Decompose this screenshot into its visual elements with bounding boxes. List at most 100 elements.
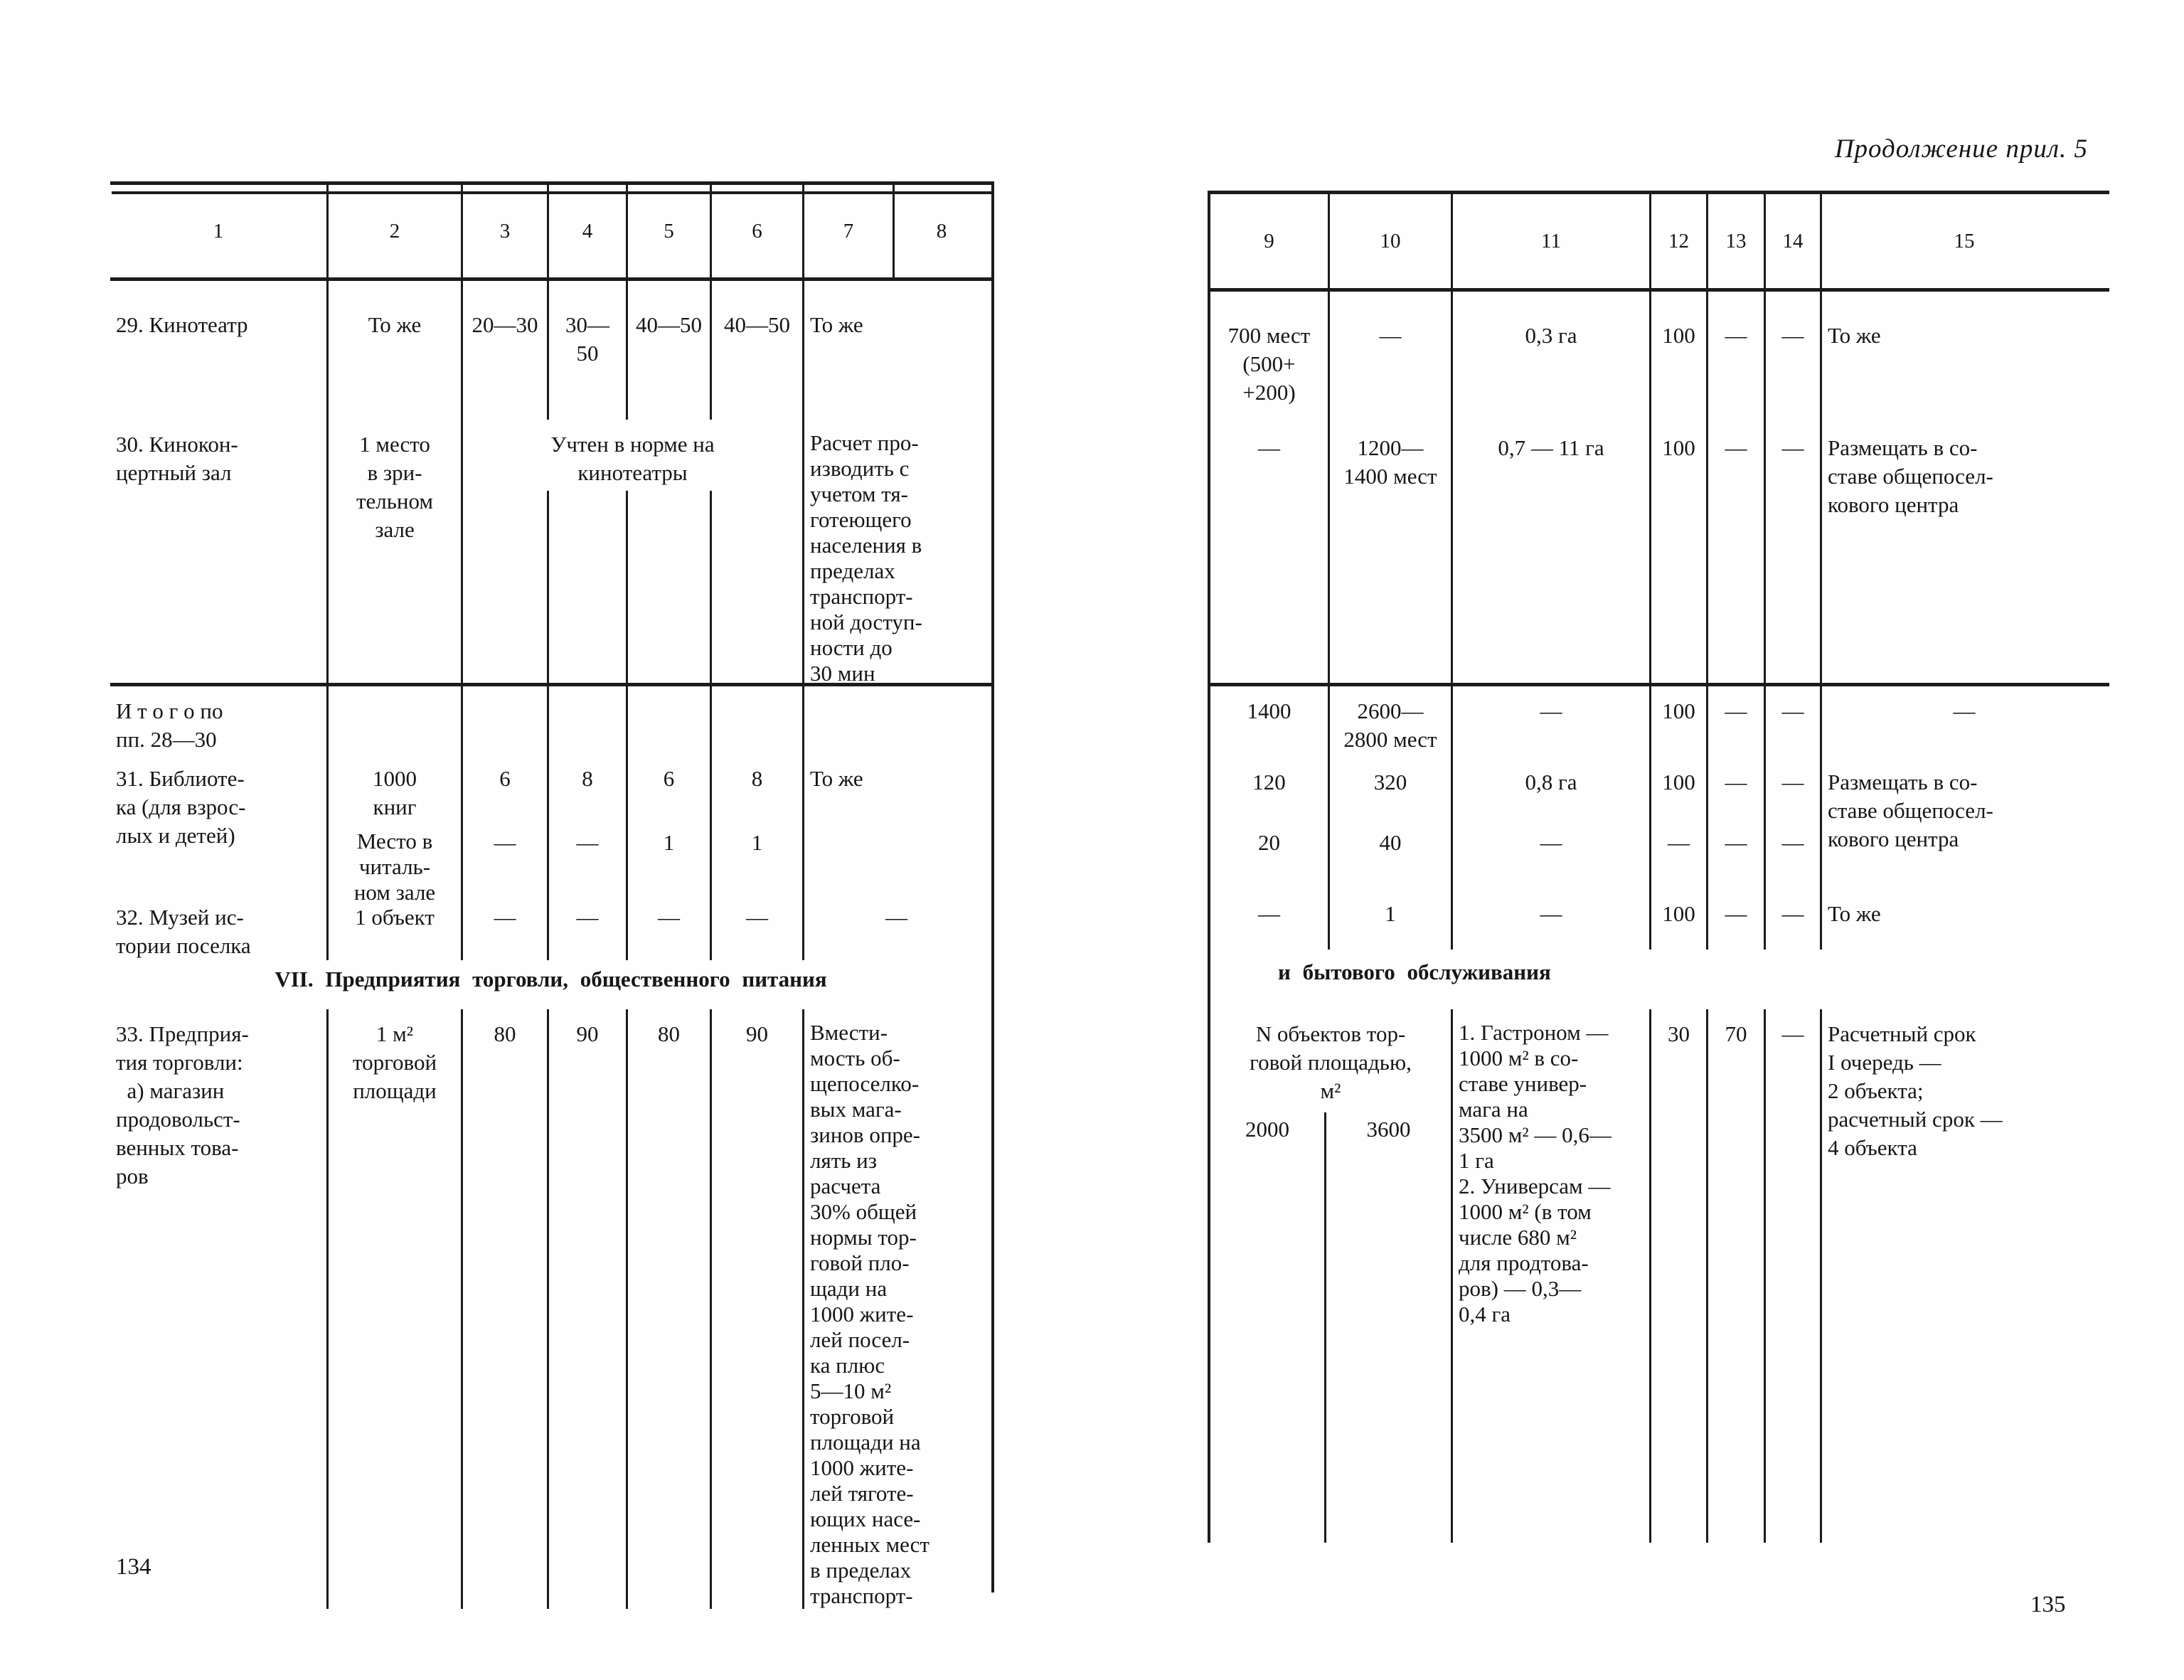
table-cell: 70 (1706, 1009, 1764, 1543)
table-row: Место в читаль- ном зале — — 1 1 (110, 818, 991, 905)
table-cell: — (1706, 757, 1764, 854)
table-row: — 1 — 100 — — То же (1210, 889, 2109, 950)
table-cell (626, 686, 710, 754)
table-cell: 100 (1649, 292, 1706, 423)
table-cell: Расчет про- изводить с учетом тя- готеющ… (802, 420, 989, 686)
table-cell: Расчетный срок I очередь — 2 объекта; ра… (1820, 1009, 2106, 1543)
table-cell: — (1764, 1009, 1820, 1543)
table-cell: 20 (1258, 830, 1280, 855)
table-cell: — (1764, 757, 1820, 854)
table-cell: — (1764, 292, 1820, 423)
table-row: 700 мест (500+ +200) — 0,3 га 100 — — То… (1210, 292, 2109, 423)
row-label: 30. Кинокон- цертный зал (116, 432, 238, 485)
table-cell: 2000 (1245, 1117, 1289, 1142)
table-cell: 1000 книг (326, 754, 461, 850)
table-row: 30. Кинокон- цертный зал 1 место в зри- … (110, 420, 991, 686)
column-header: 12 (1649, 194, 1706, 288)
table-cell: — (1451, 818, 1649, 889)
table-cell: — (547, 893, 626, 960)
column-header: 13 (1706, 194, 1764, 288)
page-number-right: 135 (2030, 1592, 2066, 1617)
section-heading: VII. Предприятия торговли, общественного… (275, 967, 827, 991)
row-label: И т о г о по пп. 28—30 (116, 698, 223, 752)
column-header: 8 (893, 185, 989, 277)
table-header-row: 9 10 11 12 13 14 15 (1210, 194, 2109, 292)
table-cell: 1. Гастроном — 1000 м² в со- ставе униве… (1451, 1009, 1649, 1543)
cell-label: N объектов тор- говой площадью, м² (1250, 1021, 1412, 1103)
column-header: 7 (802, 185, 893, 277)
table-cell: 100 (1649, 889, 1706, 950)
table-cell: 8 (710, 754, 802, 850)
row-label: 31. Библиоте- ка (для взрос- лых и детей… (116, 766, 246, 848)
table-cell: То же (1820, 292, 2106, 423)
table-cell: 40—50 (626, 281, 710, 420)
table-cell: 2600— 2800 мест (1328, 686, 1451, 757)
table-cell: 3600 (1324, 1112, 1451, 1543)
table-cell: — (547, 818, 626, 905)
table-cell: То же (802, 754, 989, 850)
table-cell: 0,7 — 11 га (1451, 423, 1649, 683)
table-cell: 80 (626, 1009, 710, 1609)
row-label: 32. Музей ис- тории поселка (116, 905, 251, 958)
table-cell: 700 мест (500+ +200) (1227, 323, 1311, 405)
table-cell (461, 686, 547, 754)
table-cell: 6 (626, 754, 710, 850)
table-cell: 1 м² торговой площади (326, 1009, 461, 1609)
cell-values: 2000 3600 (1210, 1112, 1451, 1543)
table-row: — 1200— 1400 мест 0,7 — 11 га 100 — — Ра… (1210, 423, 2109, 683)
column-header: 15 (1820, 194, 2106, 288)
table-cell: 80 (461, 1009, 547, 1609)
table-row: 20 40 — — — — (1210, 818, 2109, 889)
table-cell: — (1451, 889, 1649, 950)
table-cell: То же (802, 281, 989, 420)
table-cell: — (1764, 889, 1820, 950)
table-cell: 320 (1328, 757, 1451, 854)
table-cell (1820, 818, 2106, 889)
table-cell: 1 (710, 818, 802, 905)
table-cell: 1400 (1247, 698, 1291, 723)
column-header: 2 (326, 185, 461, 277)
table-cell: 1200— 1400 мест (1328, 423, 1451, 683)
table-cell: 8 (547, 754, 626, 850)
table-cell: 1 объект (326, 893, 461, 960)
table-cell: 40 (1328, 818, 1451, 889)
table-cell: Размещать в со- ставе общепосел- кового … (1820, 423, 2106, 683)
table-cell: — (1706, 818, 1764, 889)
table-cell: Вмести- мость об- щепоселко- вых мага- з… (802, 1009, 989, 1609)
table-cell: 40—50 (710, 281, 802, 420)
left-table: 1 2 3 4 5 6 7 8 29. Кинотеатр То же 20—3… (110, 181, 994, 1609)
continuation-note: Продолжение прил. 5 (1834, 134, 2088, 164)
table-cell: То же (326, 281, 461, 420)
column-header: 9 (1264, 230, 1274, 252)
table-cell (547, 686, 626, 754)
table-cell: — (461, 893, 547, 960)
table-cell: 20—30 (461, 281, 547, 420)
table-cell: — (1706, 292, 1764, 423)
row-label: 33. Предприя- тия торговли: а) магазин п… (116, 1021, 249, 1189)
table-cell: 1 место в зри- тельном зале (326, 420, 461, 686)
page-number-left: 134 (116, 1554, 151, 1580)
table-cell (326, 686, 461, 754)
section-heading-continued: и бытового обслуживания (1278, 959, 1551, 984)
table-cell: Место в читаль- ном зале (326, 818, 461, 905)
column-header: 4 (547, 185, 626, 277)
table-cell: — (1764, 423, 1820, 683)
table-cell: 30—50 (547, 281, 626, 420)
table-cell: — (1706, 686, 1764, 757)
table-cell: — (1820, 686, 2106, 757)
table-cell (802, 818, 989, 905)
table-cell: 120 (1252, 770, 1286, 794)
column-header: 3 (461, 185, 547, 277)
table-row: 31. Библиоте- ка (для взрос- лых и детей… (110, 754, 991, 850)
table-cell: 0,3 га (1451, 292, 1649, 423)
table-cell: 1 (1328, 889, 1451, 950)
table-cell: — (1764, 818, 1820, 889)
table-cell: — (1258, 901, 1280, 926)
table-cell: 6 (461, 754, 547, 850)
row-label: 29. Кинотеатр (116, 312, 248, 337)
table-cell: — (1328, 292, 1451, 423)
column-header: 1 (213, 220, 224, 243)
table-cell: То же (1820, 889, 2106, 950)
table-cell: — (1764, 686, 1820, 757)
